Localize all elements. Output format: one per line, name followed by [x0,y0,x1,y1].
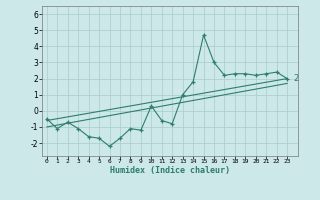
Text: 2: 2 [293,74,299,83]
X-axis label: Humidex (Indice chaleur): Humidex (Indice chaleur) [109,166,230,175]
